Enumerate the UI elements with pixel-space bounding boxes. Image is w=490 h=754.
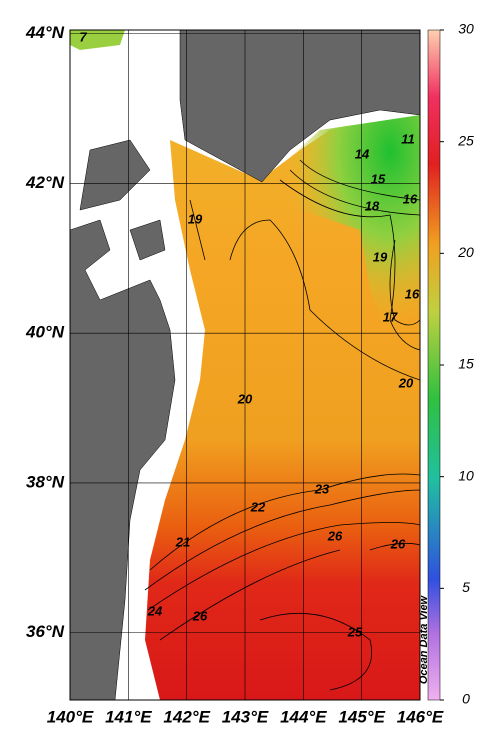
cold-water — [270, 115, 420, 360]
contour-label: 20 — [398, 375, 414, 390]
lat-label: 38°N — [26, 472, 65, 491]
land — [179, 30, 420, 183]
contour-label: 23 — [314, 481, 330, 496]
lat-label: 36°N — [26, 622, 65, 641]
contour-label: 15 — [371, 171, 386, 186]
contour-label: 22 — [250, 499, 266, 514]
lon-label: 142°E — [163, 707, 210, 726]
contour-label: 18 — [365, 198, 380, 213]
contour-label: 16 — [405, 286, 420, 301]
contour-label: 17 — [383, 309, 398, 324]
colorbar-label: 15 — [458, 356, 474, 372]
contour-label: 14 — [355, 146, 370, 161]
contour-label: 26 — [327, 528, 343, 543]
colorbar-label: 5 — [462, 579, 470, 595]
contour-label: 25 — [347, 624, 363, 639]
contour-label: 21 — [175, 534, 190, 549]
lat-label: 40°N — [25, 323, 65, 342]
contour-label: 19 — [188, 211, 203, 226]
cold-water — [70, 30, 125, 50]
lon-label: 145°E — [338, 707, 385, 726]
land — [70, 219, 176, 700]
contour-label: 16 — [403, 191, 418, 206]
colorbar-label: 0 — [462, 691, 470, 707]
watermark: Ocean Data View — [418, 594, 430, 684]
map-frame — [69, 29, 421, 701]
contour-label: 11 — [401, 131, 415, 146]
temperature-field — [145, 120, 420, 700]
colorbar-label: 20 — [457, 244, 474, 260]
contour-label: 20 — [237, 391, 253, 406]
contour-label: 26 — [192, 608, 208, 623]
lon-label: 141°E — [105, 707, 152, 726]
lat-label: 42°N — [25, 173, 65, 192]
lat-label: 44°N — [25, 23, 65, 42]
lon-label: 146°E — [397, 707, 444, 726]
colorbar-label: 25 — [457, 132, 474, 148]
lon-label: 144°E — [280, 707, 327, 726]
lon-label: 140°E — [47, 707, 94, 726]
lon-label: 143°E — [222, 707, 269, 726]
colorbar-label: 10 — [458, 467, 474, 483]
contour-label: 26 — [390, 536, 406, 551]
contour-label: 7 — [79, 29, 87, 44]
colorbar-label: 30 — [458, 21, 474, 37]
land — [79, 139, 166, 261]
contour-label: 19 — [373, 249, 388, 264]
contour-label: 24 — [147, 603, 163, 618]
